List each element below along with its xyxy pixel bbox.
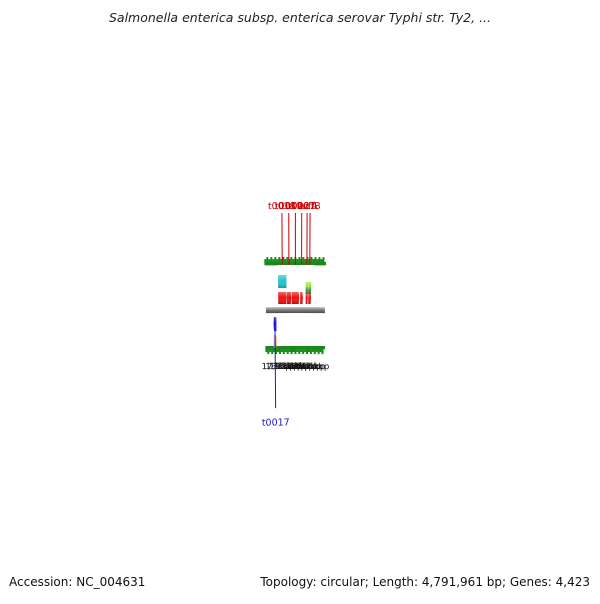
genome-backbone	[266, 307, 325, 313]
domain-green-shading	[306, 288, 308, 294]
backbone-arc	[266, 307, 325, 313]
domain-lime-shading	[306, 282, 308, 288]
domain-cyan-shading	[278, 275, 286, 288]
cds-forward-shading	[287, 292, 292, 304]
gene-label-t0017[interactable]: t0017	[262, 417, 290, 428]
genome-summary-text: Topology: circular; Length: 4,791,961 bp…	[260, 575, 590, 589]
cds-forward-shading	[278, 292, 286, 304]
accession-text: Accession: NC_004631	[9, 575, 145, 589]
domain-green-shading	[308, 288, 311, 294]
domain-lime-shading	[308, 282, 311, 288]
tick-label: 27 kbp	[300, 362, 329, 372]
cds-forward-shading	[300, 292, 303, 304]
cds-forward-shading	[292, 292, 300, 304]
gene-label-bcfB[interactable]: bcfB	[300, 201, 321, 212]
map-title: Salmonella enterica subsp. enterica sero…	[0, 10, 600, 25]
gene-leader-line	[275, 317, 276, 408]
